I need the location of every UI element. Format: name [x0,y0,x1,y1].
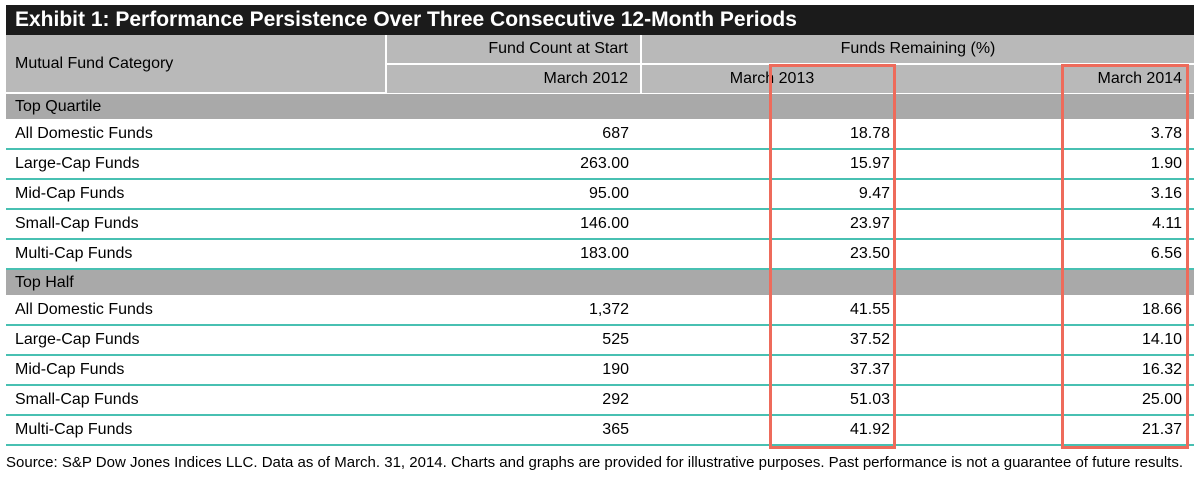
cell-category: All Domestic Funds [6,295,386,326]
cell-march-2014: 6.56 [902,239,1195,270]
cell-fund-count: 292 [386,385,641,416]
header-funds-remaining: Funds Remaining (%) [641,35,1195,65]
section-label: Top Half [6,269,1195,295]
cell-category: Large-Cap Funds [6,149,386,180]
cell-march-2014: 1.90 [902,149,1195,180]
table-header: Mutual Fund Category Fund Count at Start… [6,35,1195,94]
cell-fund-count: 146.00 [386,209,641,240]
cell-march-2014: 16.32 [902,355,1195,386]
cell-fund-count: 687 [386,119,641,150]
source-footnote: Source: S&P Dow Jones Indices LLC. Data … [6,454,1184,471]
table-row: All Domestic Funds 687 18.78 3.78 [6,119,1195,150]
performance-table: Mutual Fund Category Fund Count at Start… [6,35,1195,446]
cell-march-2014: 3.16 [902,179,1195,210]
section-row: Top Half [6,269,1195,295]
table-row: Large-Cap Funds 263.00 15.97 1.90 [6,149,1195,180]
cell-category: Mid-Cap Funds [6,179,386,210]
cell-fund-count: 365 [386,415,641,446]
cell-category: Large-Cap Funds [6,325,386,356]
cell-fund-count: 263.00 [386,149,641,180]
cell-fund-count: 183.00 [386,239,641,270]
table-row: Mid-Cap Funds 95.00 9.47 3.16 [6,179,1195,210]
cell-fund-count: 1,372 [386,295,641,326]
header-march-2013: March 2013 [641,64,902,93]
cell-category: Multi-Cap Funds [6,239,386,270]
table-row: Small-Cap Funds 146.00 23.97 4.11 [6,209,1195,240]
table-row: Multi-Cap Funds 183.00 23.50 6.56 [6,239,1195,270]
cell-march-2013: 9.47 [641,179,902,210]
cell-march-2014: 25.00 [902,385,1195,416]
cell-march-2013: 37.37 [641,355,902,386]
cell-fund-count: 190 [386,355,641,386]
header-category: Mutual Fund Category [6,35,387,94]
cell-category: Mid-Cap Funds [6,355,386,386]
table-row: Mid-Cap Funds 190 37.37 16.32 [6,355,1195,386]
cell-march-2013: 41.55 [641,295,902,326]
header-fund-count: Fund Count at Start [386,35,642,65]
cell-march-2013: 51.03 [641,385,902,416]
cell-march-2014: 18.66 [902,295,1195,326]
cell-march-2013: 37.52 [641,325,902,356]
cell-march-2014: 3.78 [902,119,1195,150]
cell-category: Small-Cap Funds [6,385,386,416]
cell-category: Multi-Cap Funds [6,415,386,446]
section-row: Top Quartile [6,93,1195,119]
cell-march-2013: 23.50 [641,239,902,270]
cell-fund-count: 95.00 [386,179,641,210]
cell-fund-count: 525 [386,325,641,356]
table-row: Small-Cap Funds 292 51.03 25.00 [6,385,1195,416]
header-march-2012: March 2012 [386,64,642,93]
section-label: Top Quartile [6,93,1195,119]
header-march-2014: March 2014 [902,64,1195,93]
exhibit-title: Exhibit 1: Performance Persistence Over … [6,5,1194,35]
cell-march-2014: 21.37 [902,415,1195,446]
cell-march-2013: 41.92 [641,415,902,446]
table-row: Multi-Cap Funds 365 41.92 21.37 [6,415,1195,446]
cell-march-2013: 23.97 [641,209,902,240]
cell-march-2014: 14.10 [902,325,1195,356]
cell-march-2013: 15.97 [641,149,902,180]
table-row: Large-Cap Funds 525 37.52 14.10 [6,325,1195,356]
table-body: Top Quartile All Domestic Funds 687 18.78 3.… [6,93,1195,446]
cell-category: All Domestic Funds [6,119,386,150]
cell-march-2013: 18.78 [641,119,902,150]
table-row: All Domestic Funds 1,372 41.55 18.66 [6,295,1195,326]
cell-march-2014: 4.11 [902,209,1195,240]
performance-table-container: Mutual Fund Category Fund Count at Start… [6,35,1195,446]
cell-category: Small-Cap Funds [6,209,386,240]
